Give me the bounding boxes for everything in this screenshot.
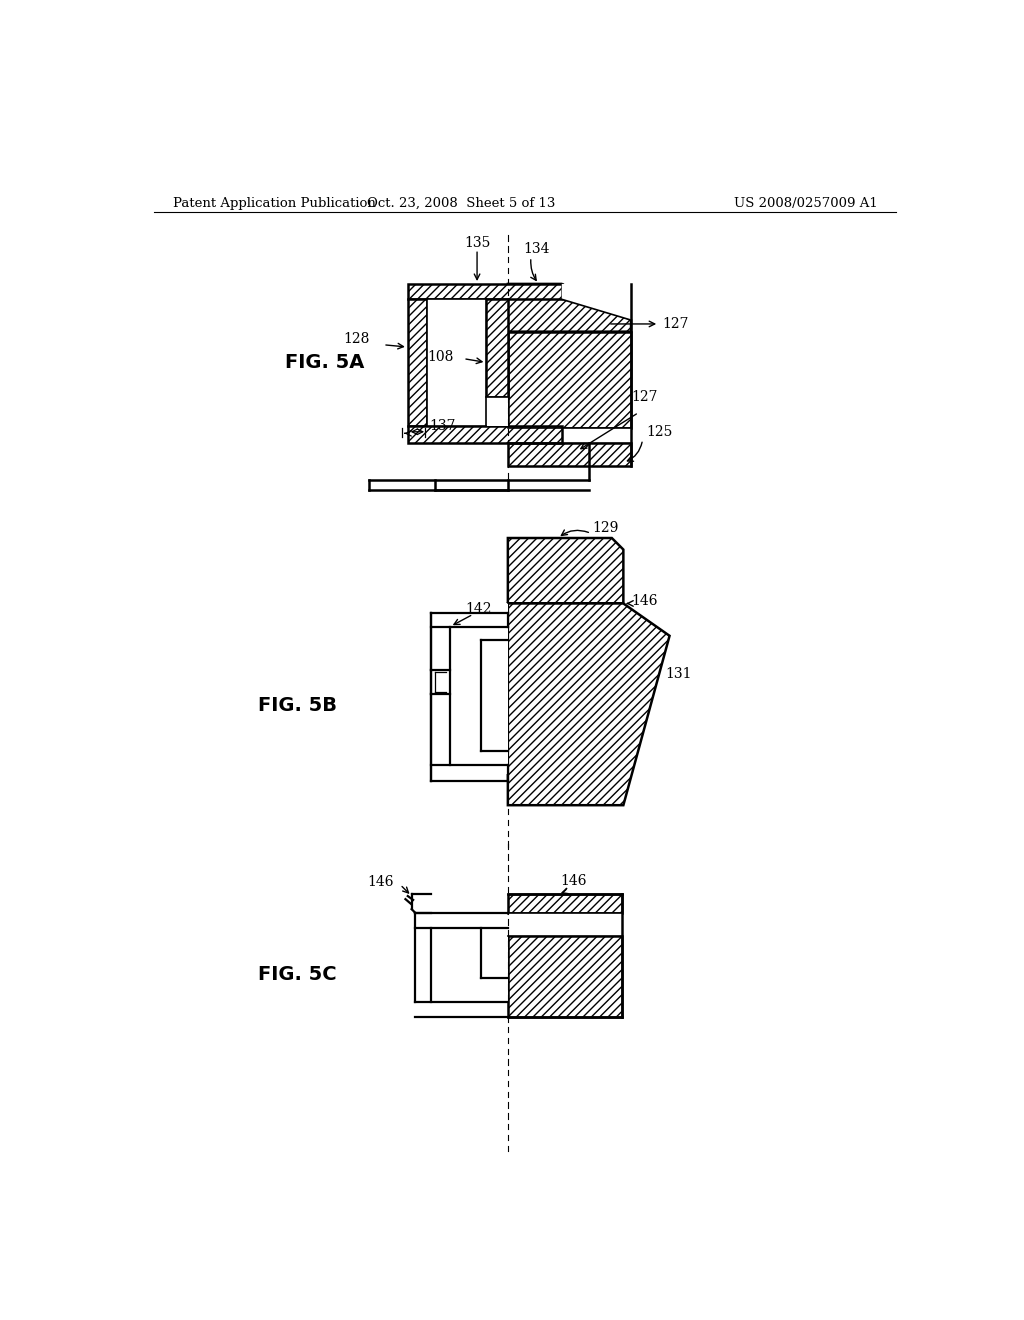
Text: 134: 134 bbox=[523, 243, 550, 256]
Polygon shape bbox=[508, 936, 622, 1016]
Text: 125: 125 bbox=[646, 425, 673, 438]
Text: 131: 131 bbox=[666, 668, 692, 681]
Text: Oct. 23, 2008  Sheet 5 of 13: Oct. 23, 2008 Sheet 5 of 13 bbox=[368, 197, 556, 210]
Polygon shape bbox=[508, 539, 624, 603]
Polygon shape bbox=[408, 300, 427, 425]
Text: US 2008/0257009 A1: US 2008/0257009 A1 bbox=[734, 197, 878, 210]
Text: 128: 128 bbox=[343, 333, 370, 346]
Polygon shape bbox=[508, 894, 622, 913]
Polygon shape bbox=[508, 284, 631, 331]
Polygon shape bbox=[508, 603, 670, 805]
Polygon shape bbox=[508, 331, 631, 428]
Text: FIG. 5C: FIG. 5C bbox=[258, 965, 336, 985]
Polygon shape bbox=[431, 928, 508, 1002]
Polygon shape bbox=[408, 284, 562, 300]
Text: 142: 142 bbox=[466, 602, 492, 616]
Polygon shape bbox=[431, 603, 508, 775]
Polygon shape bbox=[486, 397, 508, 425]
Text: 127: 127 bbox=[631, 391, 657, 404]
Text: FIG. 5A: FIG. 5A bbox=[285, 352, 364, 372]
Text: 146: 146 bbox=[560, 874, 587, 887]
Polygon shape bbox=[408, 425, 562, 444]
Polygon shape bbox=[451, 640, 508, 751]
Text: 108: 108 bbox=[428, 350, 454, 364]
Text: 146: 146 bbox=[631, 594, 657, 609]
Polygon shape bbox=[486, 300, 508, 397]
Text: 137: 137 bbox=[429, 420, 456, 433]
Polygon shape bbox=[508, 444, 631, 466]
Polygon shape bbox=[508, 913, 622, 936]
Text: 129: 129 bbox=[593, 521, 618, 535]
Polygon shape bbox=[451, 627, 481, 640]
Text: 127: 127 bbox=[610, 317, 688, 331]
Polygon shape bbox=[508, 428, 631, 444]
Polygon shape bbox=[562, 284, 631, 321]
Polygon shape bbox=[451, 751, 481, 766]
Text: 135: 135 bbox=[464, 236, 490, 249]
Text: Patent Application Publication: Patent Application Publication bbox=[173, 197, 376, 210]
Text: 146: 146 bbox=[368, 875, 394, 890]
Text: FIG. 5B: FIG. 5B bbox=[258, 696, 337, 714]
Polygon shape bbox=[427, 300, 486, 425]
